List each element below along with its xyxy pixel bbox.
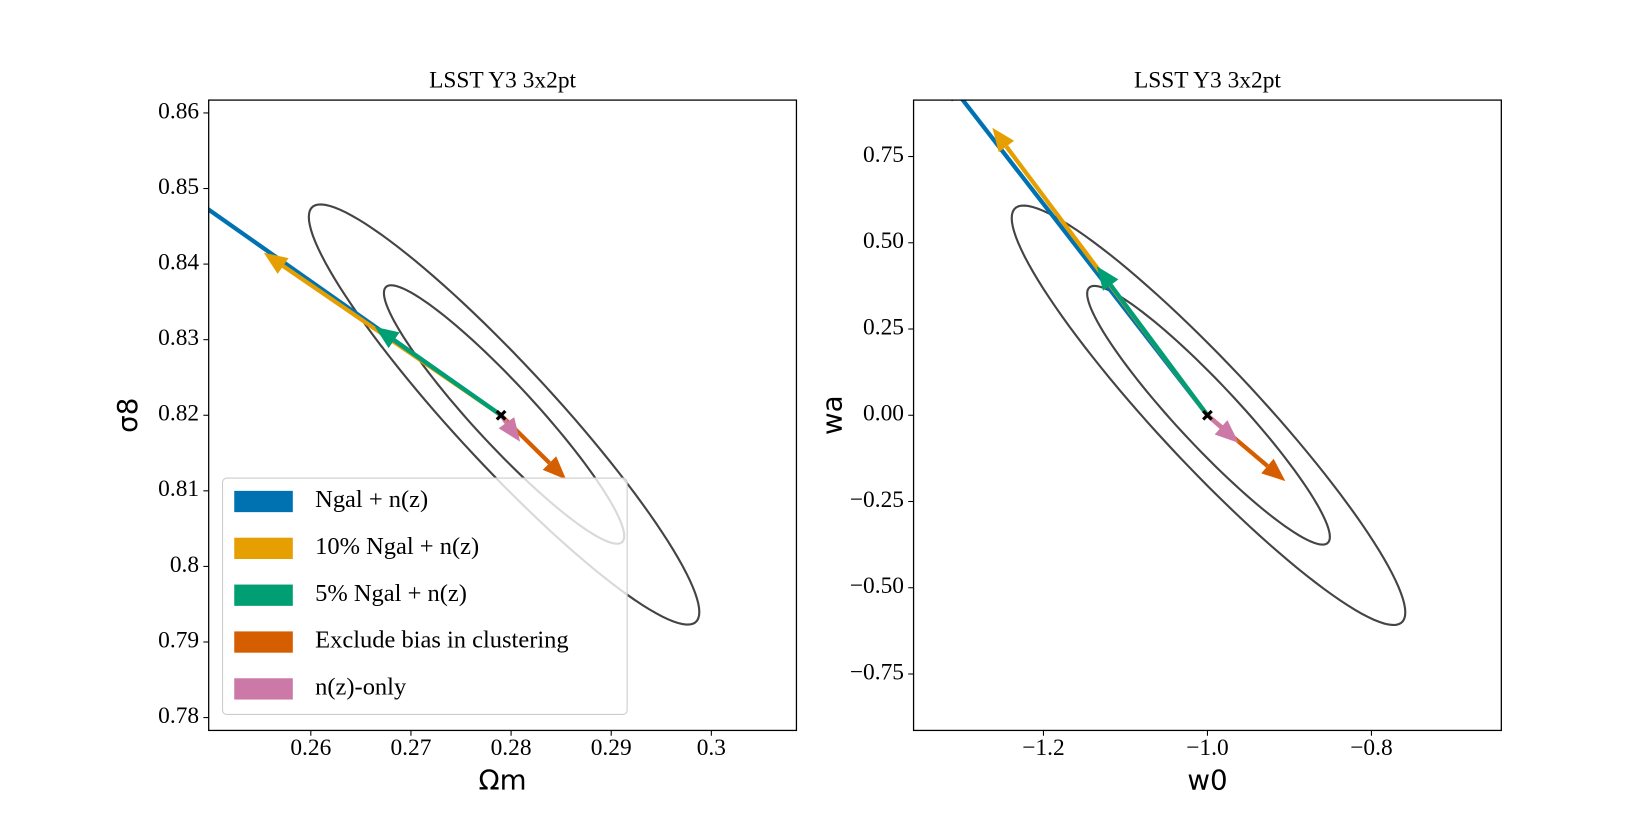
x-tick-label: −1.0 xyxy=(1186,735,1228,761)
x-tick-label: 0.3 xyxy=(697,735,726,761)
x-axis-label: w0 xyxy=(1187,764,1227,797)
arrow-head xyxy=(992,127,1015,153)
y-tick-label: −0.25 xyxy=(850,487,904,513)
fiducial-marker xyxy=(495,409,507,421)
arrow-head xyxy=(263,252,289,274)
legend-swatch xyxy=(234,490,293,513)
contour xyxy=(1086,284,1331,546)
arrow-head xyxy=(1096,266,1119,291)
y-tick-label: 0.50 xyxy=(863,228,904,254)
y-tick-label: −0.50 xyxy=(850,573,904,599)
y-tick-label: 0.00 xyxy=(863,401,904,427)
fiducial-marker xyxy=(1202,409,1213,421)
legend-label: Exclude bias in clustering xyxy=(315,627,568,654)
y-tick-label: 0.81 xyxy=(158,476,199,502)
chart-title: LSST Y3 3x2pt xyxy=(1134,67,1281,93)
x-tick-label: 0.28 xyxy=(491,735,532,761)
x-tick-label: 0.26 xyxy=(290,735,331,761)
contour xyxy=(1010,204,1407,627)
arrow-head xyxy=(61,105,86,126)
legend-label: n(z)-only xyxy=(315,674,407,701)
arrow-head xyxy=(542,456,567,480)
arrow-head xyxy=(951,100,954,102)
y-tick-label: 0.82 xyxy=(158,401,199,427)
y-tick-label: 0.85 xyxy=(158,174,199,200)
y-tick-label: 0.79 xyxy=(158,627,199,653)
legend-swatch xyxy=(234,631,293,653)
legend-frame xyxy=(222,477,628,715)
arrow-head xyxy=(1214,420,1239,443)
y-tick-label: 0.8 xyxy=(170,552,199,578)
x-tick-label: −1.2 xyxy=(1022,735,1064,761)
x-axis-label: Ωm xyxy=(479,764,527,797)
legend-swatch xyxy=(234,537,293,560)
plot-area xyxy=(61,105,701,626)
arrow-head xyxy=(498,417,521,442)
y-tick-label: 0.86 xyxy=(158,98,199,124)
y-axis-label: wa xyxy=(816,395,849,435)
legend-swatch xyxy=(234,584,293,606)
x-tick-label: 0.29 xyxy=(591,735,632,761)
x-tick-label: −0.8 xyxy=(1350,735,1392,761)
plot-area xyxy=(951,100,1407,627)
y-tick-label: 0.25 xyxy=(863,314,904,340)
legend: Ngal + n(z) 10% Ngal + n(z) 5% Ngal + n(z)… xyxy=(222,477,628,715)
legend-swatch xyxy=(234,678,293,700)
y-tick-label: −0.75 xyxy=(850,659,904,685)
y-tick-label: 0.75 xyxy=(863,142,904,168)
y-tick-label: 0.83 xyxy=(158,325,199,351)
y-axis-label: σ8 xyxy=(111,398,144,433)
arrow-head xyxy=(1261,458,1286,482)
legend-label: 5% Ngal + n(z) xyxy=(315,580,467,607)
arrow-head xyxy=(374,326,400,349)
y-tick-label: 0.78 xyxy=(158,703,199,729)
arrow-shaft xyxy=(392,338,503,418)
chart-title: LSST Y3 3x2pt xyxy=(429,67,576,93)
x-tick-label: 0.27 xyxy=(390,735,431,761)
arrow-shaft xyxy=(1109,283,1210,417)
legend-label: 10% Ngal + n(z) xyxy=(315,533,479,560)
y-tick-label: 0.84 xyxy=(158,249,199,275)
legend-label: Ngal + n(z) xyxy=(315,486,428,513)
